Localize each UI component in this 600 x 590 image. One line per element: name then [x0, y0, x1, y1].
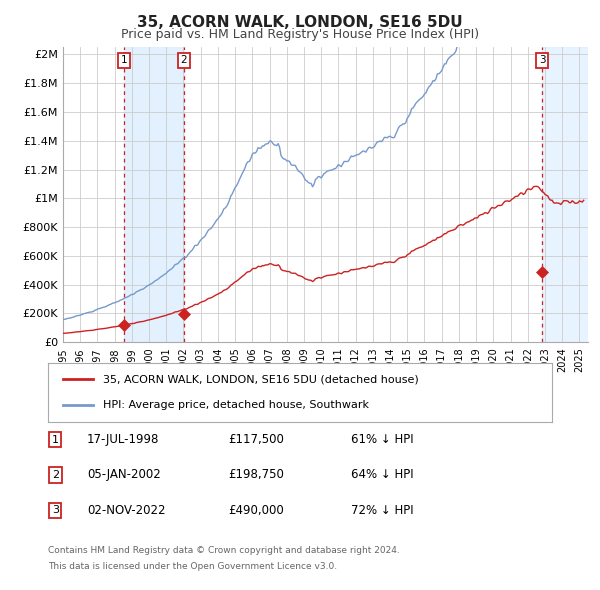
- Text: 2: 2: [181, 55, 187, 65]
- Text: 3: 3: [539, 55, 545, 65]
- Text: 72% ↓ HPI: 72% ↓ HPI: [351, 504, 413, 517]
- Text: This data is licensed under the Open Government Licence v3.0.: This data is licensed under the Open Gov…: [48, 562, 337, 571]
- Text: Price paid vs. HM Land Registry's House Price Index (HPI): Price paid vs. HM Land Registry's House …: [121, 28, 479, 41]
- Text: £490,000: £490,000: [228, 504, 284, 517]
- Bar: [542, 47, 588, 342]
- Text: 2: 2: [52, 470, 59, 480]
- Text: 1: 1: [121, 55, 127, 65]
- Text: 35, ACORN WALK, LONDON, SE16 5DU: 35, ACORN WALK, LONDON, SE16 5DU: [137, 15, 463, 30]
- Bar: [124, 47, 184, 342]
- Text: HPI: Average price, detached house, Southwark: HPI: Average price, detached house, Sout…: [103, 401, 370, 410]
- Text: £117,500: £117,500: [228, 433, 284, 446]
- Text: 02-NOV-2022: 02-NOV-2022: [87, 504, 166, 517]
- Text: 17-JUL-1998: 17-JUL-1998: [87, 433, 160, 446]
- Text: 61% ↓ HPI: 61% ↓ HPI: [351, 433, 413, 446]
- Text: 05-JAN-2002: 05-JAN-2002: [87, 468, 161, 481]
- Text: 64% ↓ HPI: 64% ↓ HPI: [351, 468, 413, 481]
- Text: 35, ACORN WALK, LONDON, SE16 5DU (detached house): 35, ACORN WALK, LONDON, SE16 5DU (detach…: [103, 375, 419, 384]
- Text: £198,750: £198,750: [228, 468, 284, 481]
- Text: Contains HM Land Registry data © Crown copyright and database right 2024.: Contains HM Land Registry data © Crown c…: [48, 546, 400, 555]
- Text: 1: 1: [52, 435, 59, 444]
- Text: 3: 3: [52, 506, 59, 515]
